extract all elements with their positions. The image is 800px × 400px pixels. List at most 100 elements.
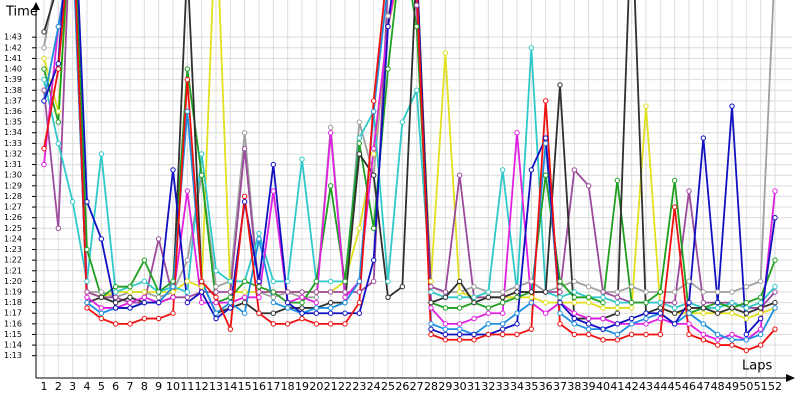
data-point (471, 315, 477, 322)
data-point (213, 310, 219, 316)
x-tick-label: 14 (223, 380, 237, 393)
data-point (456, 326, 463, 332)
x-tick-label: 31 (467, 380, 481, 393)
data-point (485, 310, 492, 316)
data-point (256, 278, 262, 285)
x-tick-label: 28 (424, 380, 438, 393)
y-tick-label: 1:41 (4, 54, 22, 63)
data-point (155, 315, 162, 322)
series-line (43, 0, 776, 337)
x-tick-label: 15 (238, 380, 252, 393)
data-point (757, 342, 764, 348)
data-point (628, 299, 635, 306)
data-point (571, 310, 578, 316)
y-tick-label: 1:35 (4, 118, 22, 127)
data-point (198, 172, 205, 178)
data-point (499, 294, 506, 301)
data-point (41, 76, 47, 83)
data-point (184, 257, 191, 263)
x-tick-label: 8 (141, 380, 148, 393)
data-point (585, 315, 592, 322)
data-point (141, 289, 148, 295)
data-point (600, 337, 606, 343)
data-point (514, 294, 520, 301)
data-point (98, 310, 105, 316)
y-tick-label: 1:34 (4, 128, 22, 137)
data-point (356, 119, 363, 125)
data-point (772, 257, 778, 263)
x-tick-label: 10 (166, 380, 180, 393)
data-point (614, 331, 621, 338)
y-tick-label: 1:29 (4, 181, 22, 190)
data-point (141, 315, 148, 322)
data-point (485, 331, 492, 338)
series-line (43, 0, 776, 341)
data-point (657, 331, 664, 338)
data-point (198, 283, 205, 290)
data-point (299, 289, 305, 295)
data-point (112, 289, 119, 295)
data-point (614, 289, 621, 295)
data-point (442, 321, 449, 327)
data-point (55, 119, 62, 125)
data-point (757, 310, 764, 316)
data-point (127, 289, 133, 295)
data-point (270, 278, 277, 285)
x-tick-label: 9 (155, 380, 162, 393)
data-point (643, 315, 649, 322)
data-point (772, 299, 778, 306)
data-point (356, 140, 363, 147)
x-tick-label: 21 (324, 380, 338, 393)
y-tick-label: 1:32 (4, 149, 22, 158)
data-point (643, 331, 649, 338)
data-point (700, 337, 707, 343)
x-tick-label: 13 (209, 380, 223, 393)
data-point (170, 283, 176, 290)
data-point (198, 289, 205, 295)
data-point (428, 321, 434, 327)
data-point (241, 278, 248, 285)
data-point (471, 299, 477, 306)
data-point (714, 342, 721, 348)
data-point (471, 283, 477, 290)
data-point (585, 294, 592, 301)
data-point (528, 45, 535, 51)
data-point (757, 315, 764, 322)
data-point (84, 246, 90, 253)
data-point (514, 283, 520, 290)
data-point (41, 55, 47, 62)
data-point (757, 331, 764, 338)
y-tick-label: 1:40 (4, 65, 22, 74)
data-point (729, 289, 735, 295)
data-point (41, 98, 47, 104)
x-tick-label: 40 (596, 380, 610, 393)
x-tick-label: 36 (539, 380, 553, 393)
data-point (98, 294, 105, 301)
data-point (456, 278, 463, 285)
data-point (485, 289, 492, 295)
data-point (700, 289, 707, 295)
data-point (743, 315, 750, 322)
data-point (256, 230, 262, 237)
data-point (772, 214, 778, 221)
data-point (614, 177, 621, 184)
data-point (370, 108, 377, 115)
data-point (327, 299, 334, 306)
data-point (98, 289, 105, 295)
data-point (55, 140, 62, 147)
data-point (213, 315, 219, 322)
data-point (241, 145, 248, 152)
data-point (313, 294, 320, 301)
data-point (184, 76, 191, 83)
data-point (585, 283, 592, 290)
data-point (442, 289, 449, 295)
data-point (112, 294, 119, 301)
data-point (729, 342, 735, 348)
data-point (198, 151, 205, 157)
data-point (356, 225, 363, 231)
data-point (686, 299, 692, 306)
data-point (84, 289, 90, 295)
series-line (43, 47, 776, 309)
data-point (757, 299, 764, 306)
y-tick-label: 1:15 (4, 330, 22, 339)
